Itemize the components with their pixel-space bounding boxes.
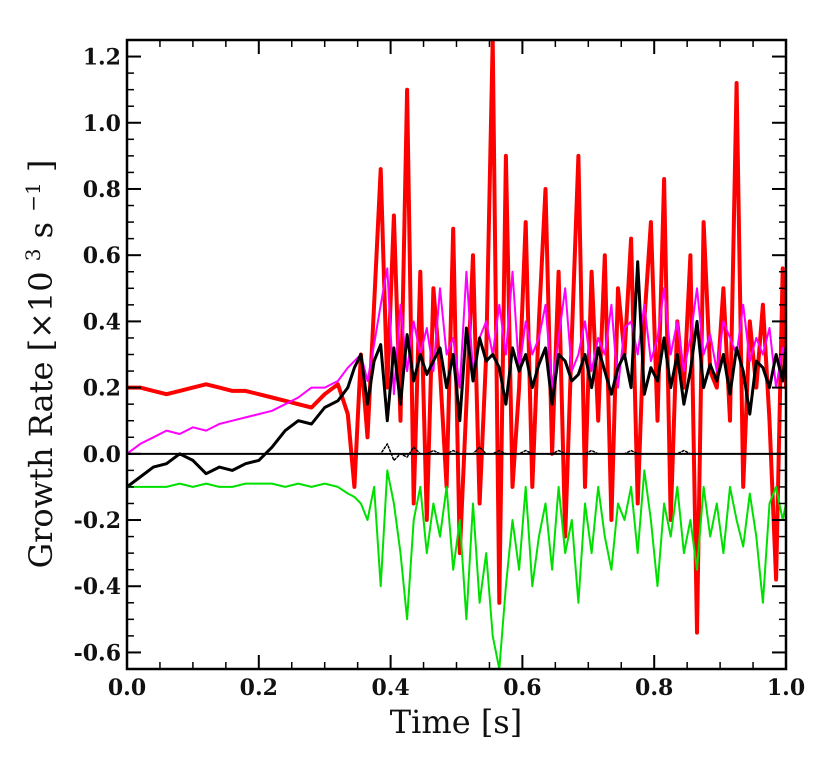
x-tick-label: 1.0 [767,675,805,701]
x-tick-label: 0.2 [240,675,278,701]
x-tick-label: 0.8 [635,675,673,701]
tick-labels-layer: 0.0 0.2 0.4 0.6 0.8 1.0 -0.6 -0.4 -0.2 0.0 0.2 0.4 0… [74,45,806,701]
y-tick-label: 1.0 [83,111,121,137]
x-tick-label: 0.6 [503,675,541,701]
y-tick-label: -0.4 [74,574,121,600]
series-black-line [127,260,786,489]
y-axis-title: Growth Rate [×10 3 s −1 ] [10,160,60,569]
y-tick-label: 0.2 [83,376,121,402]
y-tick-label: 0.8 [83,177,121,203]
y-axis-unit-prefix: [×10 [22,271,60,351]
y-tick-label: 0.6 [83,243,121,269]
series-green-line [127,469,786,669]
y-axis-title-main: Growth Rate [22,362,60,569]
series-magenta-line [127,267,786,455]
x-tick-label: 0.4 [371,675,409,701]
y-tick-label: 0.4 [83,309,121,335]
y-axis-unit-exp1: 3 [21,248,45,261]
ticks-layer [126,39,787,670]
x-tick-label: 0.0 [108,675,146,701]
series-layer [127,40,786,669]
y-axis-unit-mid: s [22,222,60,238]
series-red-line [127,40,786,635]
y-tick-label: -0.6 [74,640,121,666]
y-tick-label: 0.0 [83,442,121,468]
x-axis-title: Time [s] [390,703,522,741]
y-axis-unit-suffix: ] [22,160,60,172]
y-tick-label: 1.2 [83,45,121,71]
y-tick-label: -0.2 [74,508,121,534]
y-axis-unit-exp2: −1 [21,182,45,211]
